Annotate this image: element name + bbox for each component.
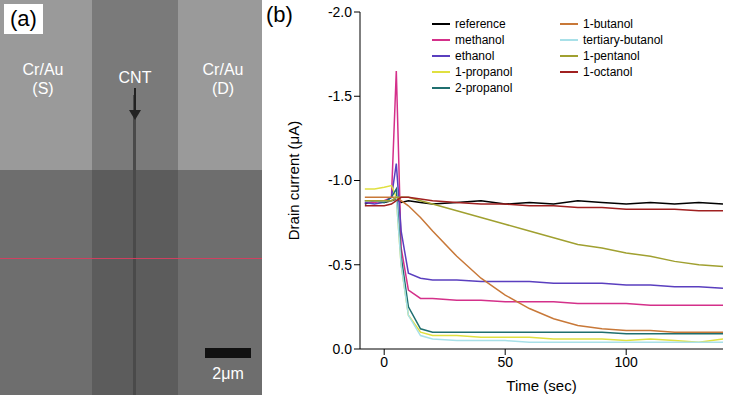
html-text:Cr/Au: Cr/Au (202, 61, 244, 78)
svg-text:-1.5: -1.5 (328, 88, 352, 104)
html-text:(a): (a) (10, 6, 37, 31)
svg-text:-2.0: -2.0 (328, 4, 352, 20)
html-text:(b): (b) (266, 2, 293, 27)
svg-text:100: 100 (615, 354, 639, 370)
svg-text:0.0: 0.0 (333, 341, 353, 357)
html-text:2μm: 2μm (212, 365, 244, 382)
html-text:reference: reference (455, 17, 506, 31)
svg-text:0: 0 (380, 354, 388, 370)
html-text:2-propanol: 2-propanol (455, 81, 513, 95)
html-text:(D): (D) (211, 80, 235, 97)
svg-text:-1.0: -1.0 (328, 172, 352, 188)
html-text:1-octanol: 1-octanol (583, 65, 633, 79)
svg-text:-0.5: -0.5 (328, 257, 352, 273)
html-text:methanol: methanol (455, 33, 505, 47)
svg-text:Drain current (μA): Drain current (μA) (285, 121, 302, 241)
html-text:Cr/Au: Cr/Au (22, 61, 64, 78)
html-text:tertiary-butanol: tertiary-butanol (583, 33, 663, 47)
html-text:ethanol: ethanol (455, 49, 495, 63)
html-text:CNT: CNT (118, 69, 152, 86)
svg-text:50: 50 (497, 354, 513, 370)
html-text:1-butanol: 1-butanol (583, 17, 633, 31)
html-text:(S): (S) (32, 80, 54, 97)
svg-text:Time (sec): Time (sec) (506, 377, 576, 394)
html-text:1-pentanol: 1-pentanol (583, 49, 640, 63)
html-text:1-propanol: 1-propanol (455, 65, 513, 79)
